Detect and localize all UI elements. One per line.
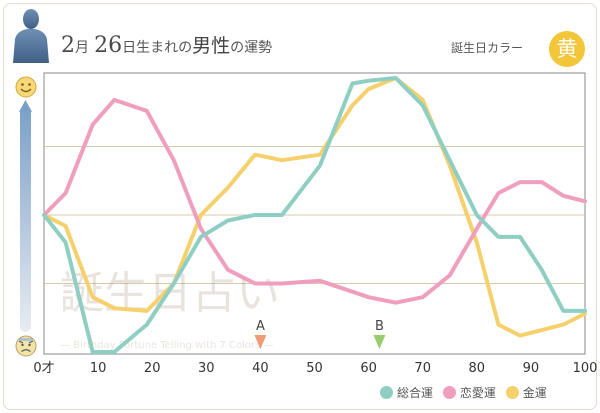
grid-lines: [44, 146, 585, 284]
x-tick-label: 100: [573, 361, 598, 376]
title-suffix: の運勢: [230, 40, 273, 56]
title-month: 2: [61, 33, 75, 58]
title-month-unit: 月: [75, 40, 89, 56]
marker-triangle-a: [254, 335, 267, 349]
x-tick-label: 20: [144, 361, 161, 376]
marker-label-a: A: [256, 319, 265, 334]
x-tick-label: 40: [252, 361, 269, 376]
title-day: 26: [94, 33, 123, 58]
title-subject: 男性: [192, 35, 231, 57]
legend: 総合運 恋愛運 金運: [380, 384, 553, 401]
legend-label-love: 恋愛運: [459, 386, 496, 400]
sad-face-icon: [15, 335, 37, 357]
x-axis-ticks: 0才 10 20 30 40 50 60 70 80 90 100: [33, 361, 597, 376]
legend-item-overall: 総合運: [380, 384, 433, 401]
legend-label-money: 金運: [522, 386, 547, 400]
x-tick-label: 70: [414, 361, 431, 376]
title-day-unit: 日生まれの: [122, 40, 193, 56]
legend-item-love: 恋愛運: [442, 384, 496, 401]
legend-item-money: 金運: [505, 384, 547, 401]
scale-arrow-icon: [19, 100, 32, 112]
header: 2月 26日生まれの男性の運勢 誕生日カラー 黄: [3, 3, 595, 67]
series-line-money: [42, 76, 587, 338]
series-lines: [42, 76, 587, 354]
legend-dot-money: [505, 386, 519, 399]
legend-dot-overall: [380, 386, 393, 399]
series-line-love: [42, 97, 587, 305]
marker-a: A: [254, 319, 267, 349]
watermark-sub: — Birthday Fortune Telling with 7 Colors…: [60, 340, 274, 351]
legend-label-overall: 総合運: [397, 386, 434, 400]
legend-dot-love: [442, 386, 456, 399]
marker-label-b: B: [375, 319, 384, 334]
marker-b: B: [373, 319, 386, 349]
person-silhouette-icon: [13, 9, 49, 63]
series-line-overall: [42, 76, 587, 354]
page-title: 2月 26日生まれの男性の運勢: [61, 31, 272, 58]
x-tick-label: 0才: [33, 361, 54, 376]
x-tick-label: 60: [360, 361, 377, 376]
x-tick-label: 50: [306, 361, 323, 376]
x-tick-label: 10: [90, 361, 107, 376]
fortune-scale-bar: [20, 106, 31, 332]
marker-triangle-b: [373, 335, 386, 349]
birth-color-badge: 黄: [549, 31, 585, 67]
x-tick-label: 90: [523, 361, 540, 376]
birth-color-label: 誕生日カラー: [451, 41, 524, 55]
happy-face-icon: [15, 76, 37, 98]
x-tick-label: 80: [469, 361, 486, 376]
x-tick-label: 30: [198, 361, 215, 376]
